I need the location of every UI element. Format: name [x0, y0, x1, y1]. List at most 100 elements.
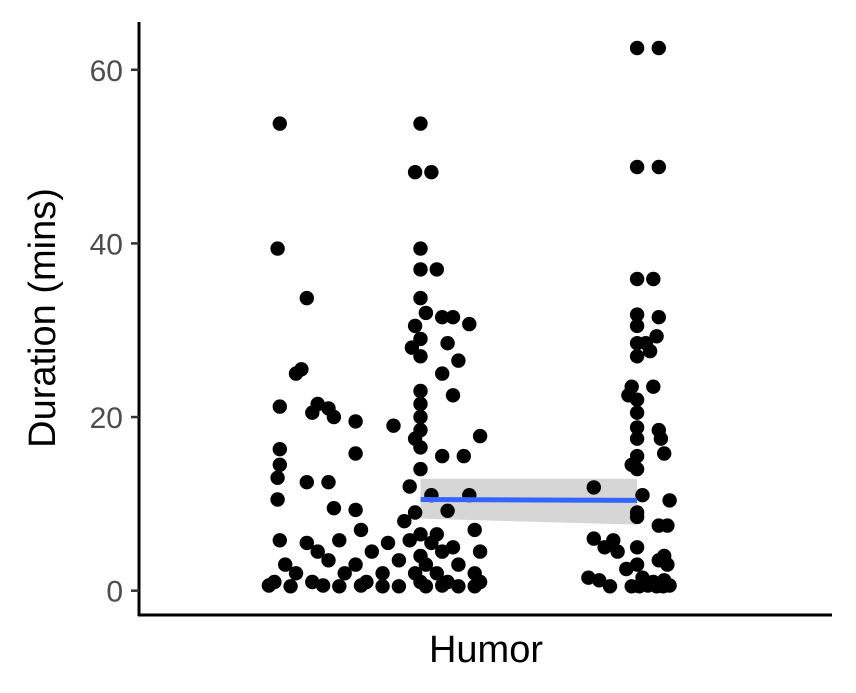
data-point	[418, 579, 434, 594]
data-point	[270, 241, 285, 256]
data-point	[326, 409, 342, 425]
data-point	[653, 431, 669, 446]
data-point	[332, 533, 347, 548]
data-point	[353, 578, 369, 593]
data-point	[272, 533, 287, 548]
data-point	[657, 446, 672, 461]
data-point	[472, 544, 488, 559]
y-tick-label: 0	[106, 576, 123, 609]
data-point	[660, 518, 675, 533]
data-point	[451, 579, 466, 594]
data-point	[413, 349, 428, 364]
data-point	[472, 428, 488, 444]
data-point	[413, 241, 428, 256]
data-point	[413, 116, 428, 131]
y-tick-label: 40	[90, 228, 123, 261]
y-tick-label: 20	[90, 402, 123, 435]
data-point	[451, 557, 466, 572]
data-point	[332, 579, 347, 594]
data-point	[424, 535, 439, 551]
data-point	[270, 492, 285, 507]
data-point	[391, 579, 407, 594]
data-point	[407, 318, 423, 334]
data-point	[299, 535, 314, 551]
data-point	[321, 475, 336, 490]
data-point	[629, 349, 645, 364]
data-point	[348, 557, 363, 572]
data-point	[413, 290, 428, 306]
data-point	[380, 535, 396, 551]
data-point	[435, 310, 450, 325]
data-point	[651, 40, 666, 56]
data-point	[424, 165, 439, 180]
data-point	[467, 579, 482, 594]
data-point	[629, 307, 645, 322]
data-point	[445, 388, 461, 403]
data-point	[348, 446, 363, 461]
data-point	[315, 578, 331, 593]
data-point	[278, 557, 293, 572]
data-point	[467, 522, 482, 538]
data-point	[375, 579, 390, 594]
data-point	[288, 566, 304, 581]
data-point	[435, 366, 450, 381]
data-point	[272, 116, 287, 131]
points-layer	[261, 40, 677, 594]
data-point	[619, 561, 634, 577]
data-point	[407, 505, 423, 520]
data-point	[629, 557, 645, 572]
data-point	[629, 392, 645, 407]
data-point	[610, 544, 625, 559]
data-point	[462, 316, 477, 332]
data-point	[586, 531, 601, 546]
data-point	[413, 396, 428, 412]
x-axis-title: Humor	[429, 629, 543, 671]
data-point	[456, 448, 471, 464]
data-point	[397, 514, 412, 529]
data-point	[418, 557, 434, 572]
data-point	[261, 578, 277, 593]
data-point	[646, 379, 661, 394]
data-point	[353, 522, 369, 538]
data-point	[440, 503, 455, 518]
data-point	[402, 479, 417, 494]
data-point	[635, 488, 650, 503]
data-point	[646, 271, 661, 287]
data-point	[418, 305, 434, 321]
fit-line	[420, 497, 638, 503]
data-point	[629, 431, 645, 446]
fit-line-layer	[420, 497, 638, 503]
data-point	[651, 310, 666, 325]
data-point	[305, 405, 320, 420]
data-point	[629, 40, 645, 56]
data-point	[391, 553, 407, 568]
data-point	[629, 159, 645, 175]
data-point	[310, 544, 325, 559]
data-point	[407, 165, 423, 180]
data-point	[413, 383, 428, 399]
data-point	[597, 540, 612, 555]
data-point	[629, 405, 645, 420]
data-point	[299, 475, 314, 490]
data-point	[445, 540, 461, 555]
y-axis-title: Duration (mins)	[22, 188, 64, 448]
data-point	[629, 318, 645, 334]
data-point	[629, 271, 645, 287]
data-point	[629, 540, 645, 555]
data-point	[445, 310, 461, 325]
data-point	[592, 573, 607, 588]
data-point	[348, 414, 363, 429]
data-point	[305, 574, 320, 590]
data-point	[402, 533, 417, 548]
data-point	[272, 399, 287, 414]
data-point	[642, 343, 658, 359]
data-point	[629, 509, 645, 525]
data-point	[413, 527, 428, 542]
data-point	[662, 578, 677, 593]
data-point	[451, 353, 466, 368]
data-point	[581, 570, 596, 585]
data-point	[629, 420, 645, 435]
data-point	[629, 461, 645, 477]
data-point	[413, 440, 428, 455]
data-point	[413, 262, 428, 277]
